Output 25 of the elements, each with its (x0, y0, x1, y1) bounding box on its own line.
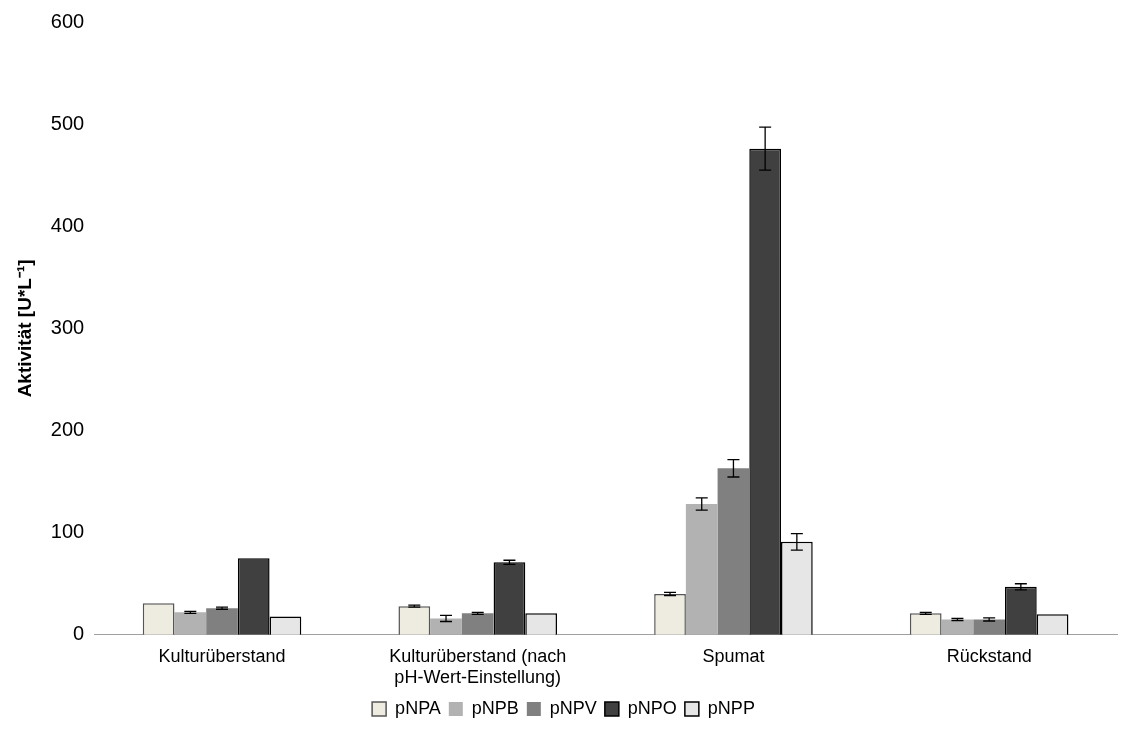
y-tick-label: 500 (50, 111, 85, 134)
y-tick-label: 400 (50, 213, 85, 236)
x-tick-label: Spumat (702, 645, 765, 666)
legend-label: pNPB (471, 697, 519, 718)
legend-label: pNPA (395, 697, 441, 718)
x-tick-label: Kulturüberstand (158, 645, 286, 666)
y-tick-label: 100 (50, 520, 85, 543)
y-axis-title: Aktivität [U*L⁻¹] (13, 259, 35, 398)
y-tick-label: 0 (73, 622, 85, 645)
bar (461, 613, 494, 635)
x-tick-label: Kulturüberstand (nach pH-Wert-Einstellung) (389, 645, 567, 688)
y-tick-label: 200 (50, 418, 85, 441)
bar (174, 612, 207, 635)
legend-label: pNPP (707, 697, 755, 718)
legend-label: pNPV (549, 697, 597, 718)
x-tick-label: Rückstand (946, 645, 1032, 666)
y-tick-label: 600 (50, 9, 85, 32)
y-tick-label: 300 (50, 315, 85, 338)
bar (941, 619, 974, 635)
bar (973, 619, 1005, 635)
bar (430, 618, 462, 635)
bar (717, 468, 750, 635)
legend-label: pNPO (627, 697, 677, 718)
bar (206, 608, 238, 635)
bar (685, 504, 718, 635)
